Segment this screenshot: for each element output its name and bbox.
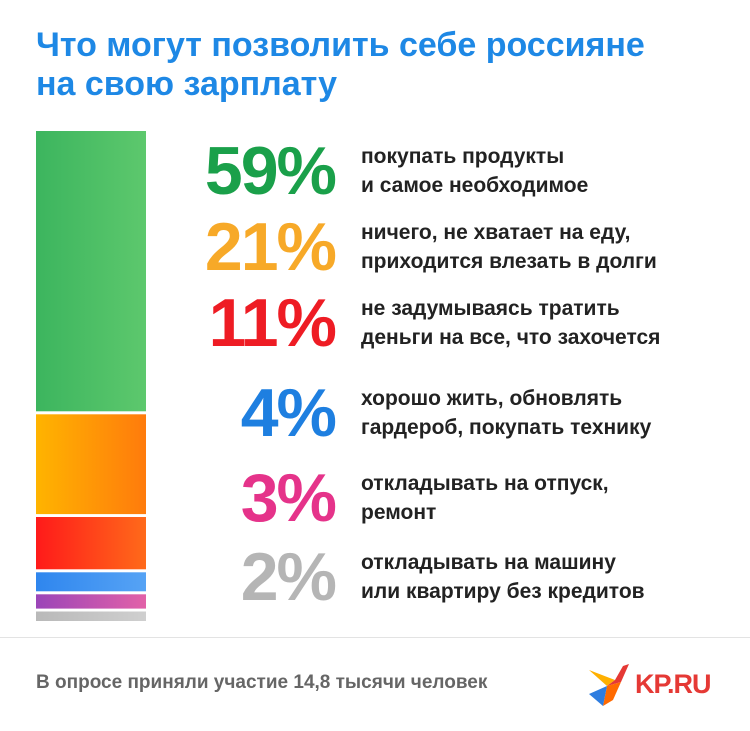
footer-divider (0, 637, 750, 638)
kp-bird-icon (589, 664, 629, 706)
category-label-line-2: и самое необходимое (361, 174, 589, 197)
category-label-line-1: покупать продукты (361, 145, 565, 168)
bar-segment-4 (36, 572, 146, 592)
category-label: покупать продукты и самое необходимое (361, 142, 741, 200)
value-label: 2% (240, 539, 337, 615)
title-line-1: Что могут позволить себе россияне (36, 26, 645, 64)
category-label-line-2: деньги на все, что захочется (361, 326, 661, 349)
value-label: 11% (208, 285, 337, 361)
kp-logo[interactable]: KP.RU (585, 660, 735, 710)
survey-note: В опросе приняли участие 14,8 тысячи чел… (36, 672, 488, 693)
value-label: 59% (204, 133, 337, 209)
legend-row: 4% хорошо жить, обновлять гардероб, покупа… (170, 379, 730, 447)
category-label: ничего, не хватает на еду, приходится вле… (361, 218, 741, 276)
bar-segment-6 (36, 611, 146, 621)
category-label: не задумываясь тратить деньги на все, что… (361, 294, 741, 352)
category-label-line-1: хорошо жить, обновлять (361, 387, 623, 410)
legend-row: 11% не задумываясь тратить деньги на все, … (170, 289, 730, 357)
category-label-line-2: или квартиру без кредитов (361, 580, 645, 603)
legend-row: 59% покупать продукты и самое необходимое (170, 137, 730, 205)
value-label: 21% (204, 209, 337, 285)
category-label-line-1: не задумываясь тратить (361, 297, 620, 320)
legend-row: 2% откладывать на машину или квартиру без … (170, 543, 730, 611)
category-label-line-1: откладывать на машину (361, 551, 616, 574)
title-line-2: на свою зарплату (36, 65, 338, 103)
bar-segment-2 (36, 414, 146, 515)
category-label-line-1: ничего, не хватает на еду, (361, 221, 631, 244)
legend-row: 3% откладывать на отпуск, ремонт (170, 464, 730, 532)
value-label: 4% (240, 375, 337, 451)
category-label-line-2: гардероб, покупать технику (361, 416, 652, 439)
bar-segment-3 (36, 517, 146, 570)
value-label: 3% (240, 460, 337, 536)
category-label-line-1: откладывать на отпуск, (361, 472, 609, 495)
category-label: откладывать на отпуск, ремонт (361, 469, 741, 527)
legend-row: 21% ничего, не хватает на еду, приходится … (170, 213, 730, 281)
category-label: хорошо жить, обновлять гардероб, покупать… (361, 384, 741, 442)
category-label-line-2: приходится влезать в долги (361, 250, 657, 273)
bar-segment-1 (36, 131, 146, 412)
chart-title: Что могут позволить себе россияне на сво… (36, 26, 726, 104)
brand-name: KP.RU (635, 669, 712, 699)
bar-segment-5 (36, 594, 146, 609)
category-label: откладывать на машину или квартиру без кр… (361, 548, 741, 606)
category-label-line-2: ремонт (361, 501, 437, 524)
